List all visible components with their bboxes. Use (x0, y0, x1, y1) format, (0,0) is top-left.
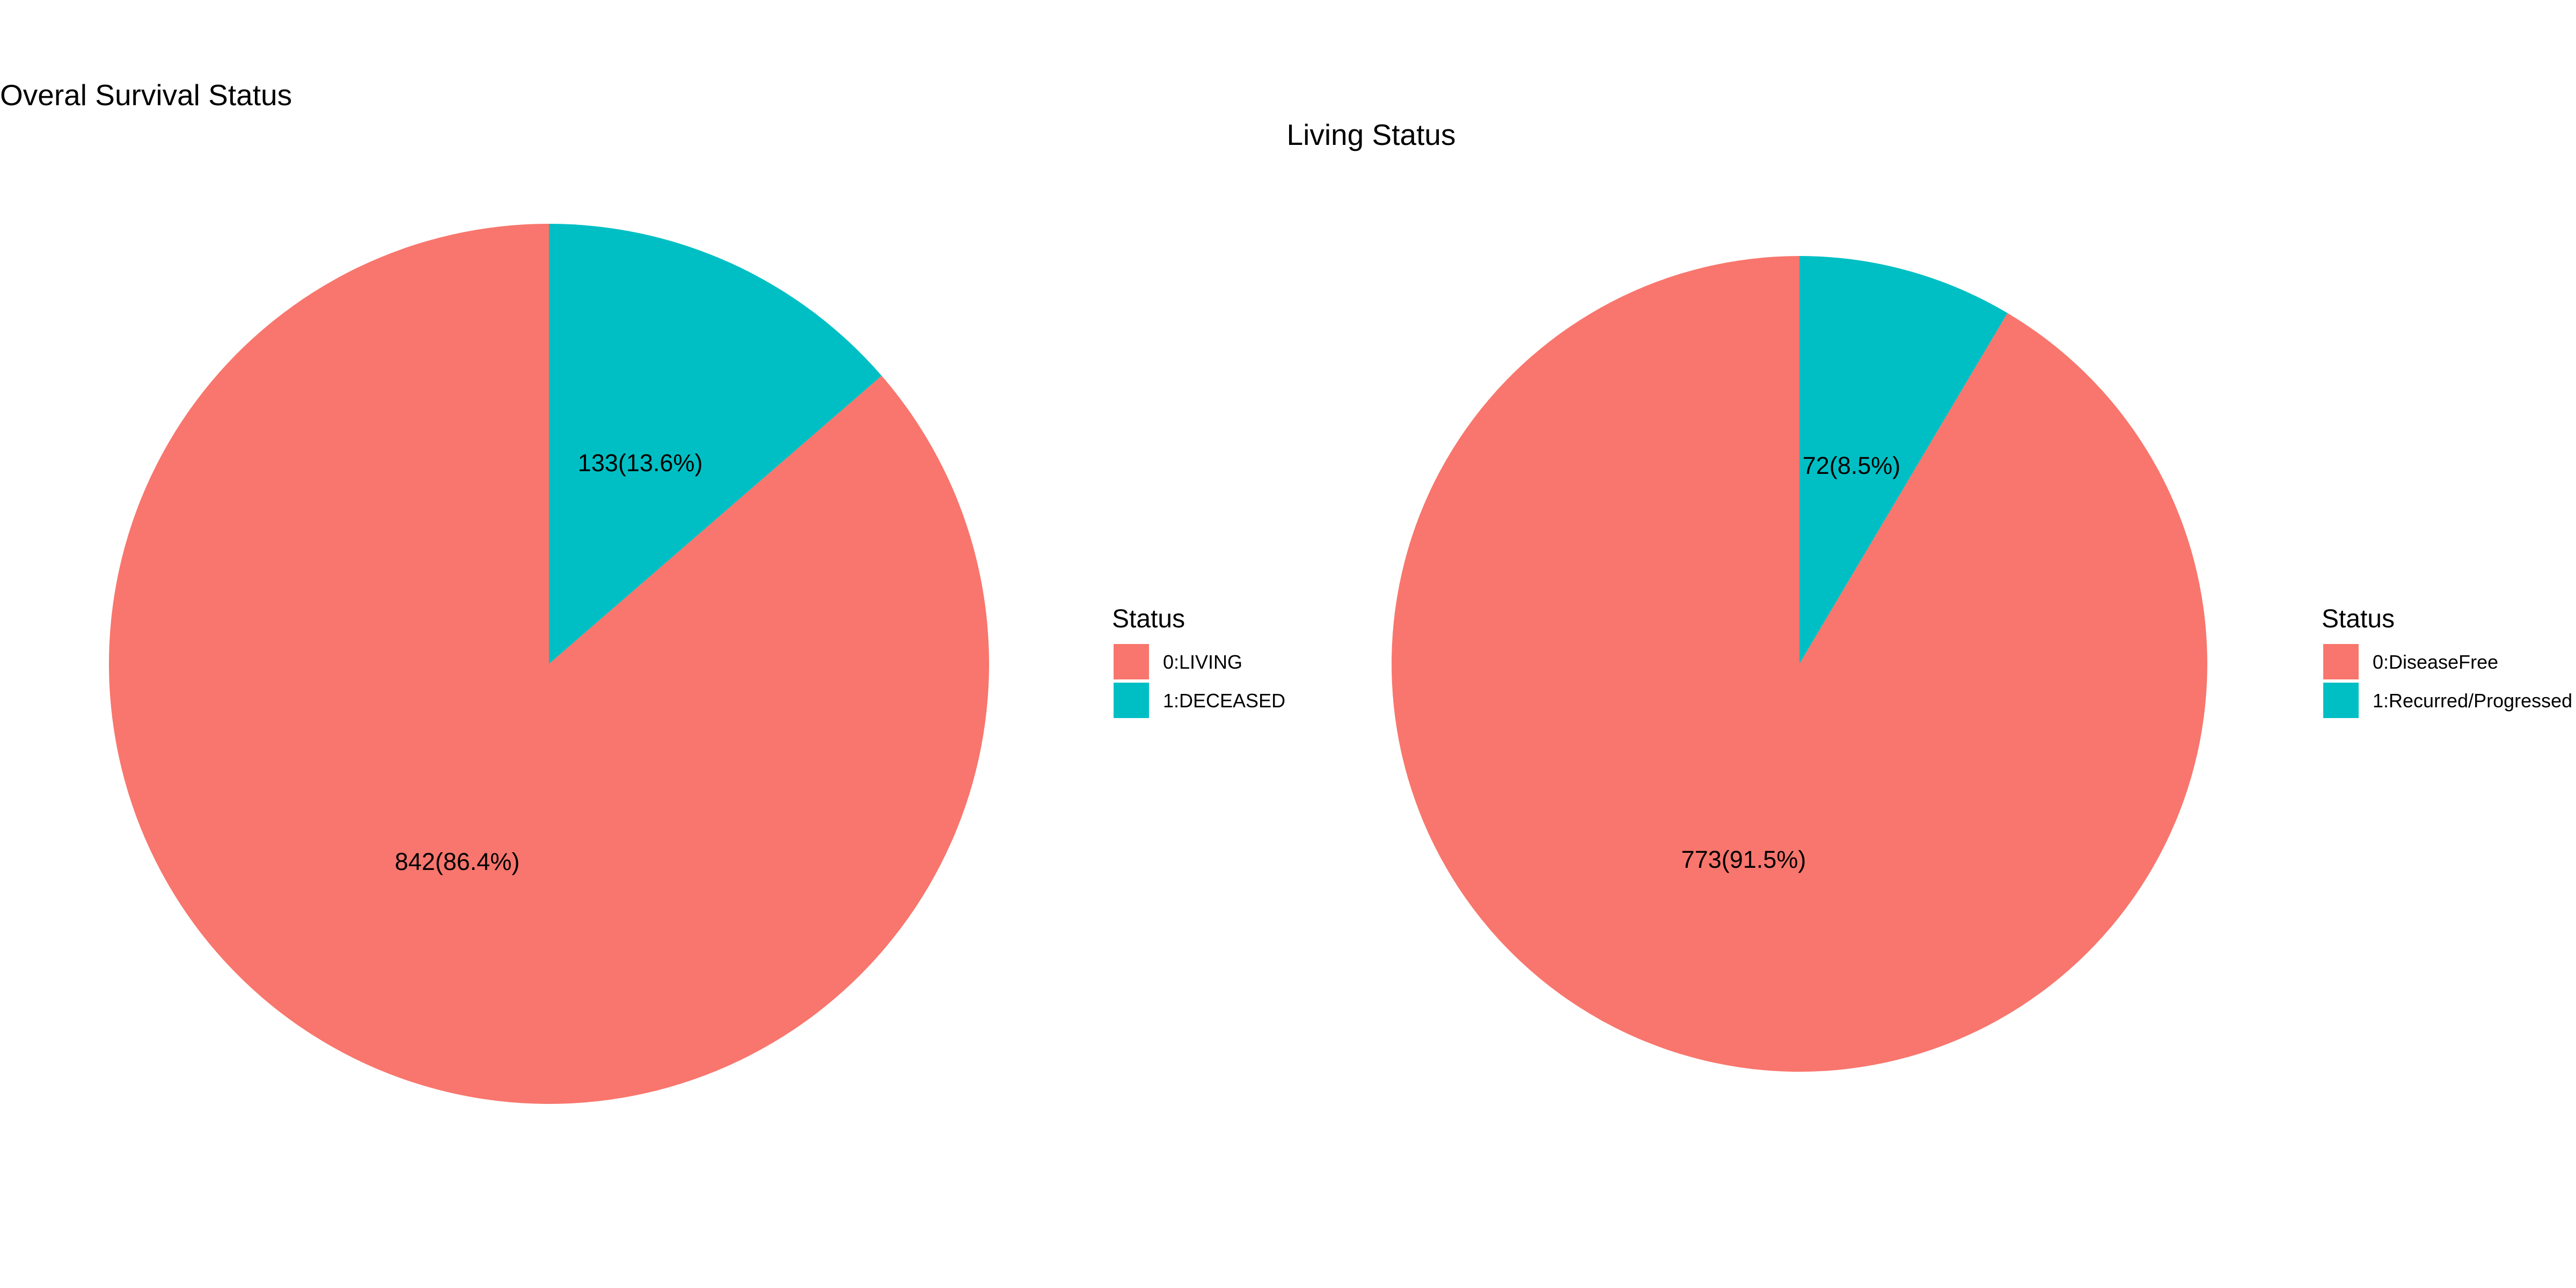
pie-slice-labels: 72(8.5%) 773(91.5%) (1681, 452, 1901, 873)
legend-key-label: 0:LIVING (1163, 651, 1242, 673)
living-status-pie-chart: Living Status 72(8.5%) 773(91.5%) Status … (1287, 118, 2572, 1072)
chart-title: Overal Survival Status (0, 78, 292, 112)
pie-slice-label: 773(91.5%) (1681, 846, 1806, 873)
pie-slice-label: 72(8.5%) (1803, 452, 1901, 479)
legend: Status 0:LIVING 1:DECEASED (1112, 605, 1285, 718)
legend-items: 0:DiseaseFree 1:Recurred/Progressed (2323, 644, 2572, 718)
pie-slice-label: 133(13.6%) (578, 449, 703, 477)
legend-title: Status (2322, 605, 2395, 633)
legend-key-swatch (1114, 644, 1149, 679)
survival-pie-chart: Overal Survival Status 133(13.6%) 842(86.… (0, 78, 1285, 1104)
legend-key-label: 1:DECEASED (1163, 690, 1285, 712)
pie-slices (108, 224, 989, 1104)
pie-slice-0-living (108, 224, 989, 1104)
legend-title: Status (1112, 605, 1185, 633)
legend-key-label: 1:Recurred/Progressed (2373, 690, 2572, 712)
legend-key-swatch (2323, 683, 2359, 718)
legend-key-swatch (2323, 644, 2359, 679)
pie-slice-0-diseasefree (1391, 256, 2207, 1072)
pie-slice-label: 842(86.4%) (395, 848, 520, 875)
legend: Status 0:DiseaseFree 1:Recurred/Progresse… (2322, 605, 2572, 718)
chart-title: Living Status (1287, 118, 1456, 151)
pie-slice-1-deceased (549, 224, 882, 664)
pie-slice-labels: 133(13.6%) 842(86.4%) (395, 449, 703, 875)
pie-slice-1-recurred-progressed (1799, 256, 2008, 664)
legend-key-swatch (1114, 683, 1149, 718)
pie-slices (1391, 256, 2207, 1072)
legend-key-label: 0:DiseaseFree (2373, 651, 2498, 673)
legend-items: 0:LIVING 1:DECEASED (1114, 644, 1285, 718)
